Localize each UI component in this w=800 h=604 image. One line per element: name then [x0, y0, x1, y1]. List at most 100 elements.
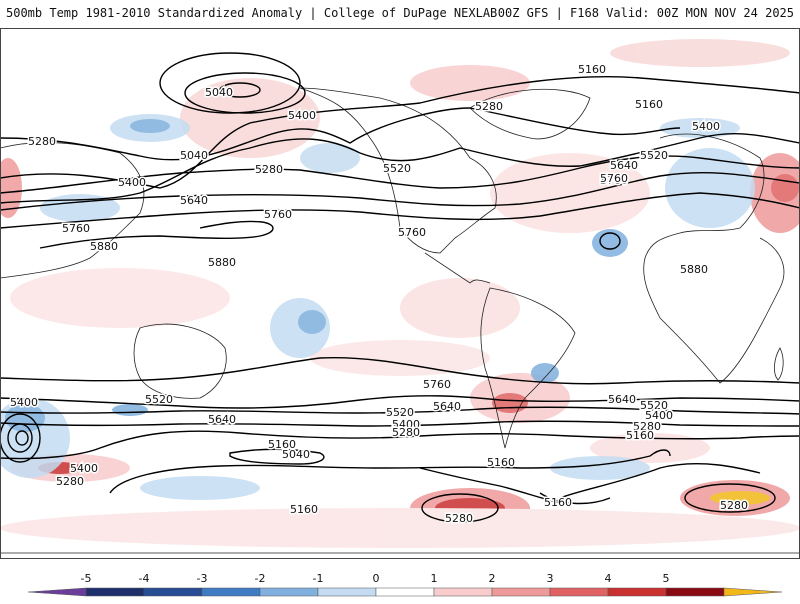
colorbar-swatch: [607, 587, 667, 597]
colorbar-tick-labels: -5 -4 -3 -2 -1 0 1 2 3 4 5: [81, 572, 670, 585]
contour-label: 5640: [433, 400, 461, 413]
contour-label: 5760: [62, 222, 90, 235]
contour-5160-low-pacific: [159, 52, 301, 114]
contour-5160-lower-2: [539, 492, 611, 505]
contour-label: 5160: [626, 429, 654, 442]
contour-label: 5640: [608, 393, 636, 406]
contour-5280-upper: [0, 107, 681, 161]
contour-label: 5400: [10, 396, 38, 409]
colorbar-swatches: [27, 587, 783, 597]
contour-5520-lower: [0, 406, 800, 415]
contour-label: 5400: [118, 176, 146, 189]
contour-5040-small: [219, 82, 261, 98]
contour-5280-lower: [0, 430, 800, 460]
contour-label: 5760: [264, 208, 292, 221]
contour-5520-upper: [0, 155, 800, 194]
contour-label: 5280: [633, 420, 661, 433]
colorbar-swatch: [433, 587, 493, 597]
anomaly-map: 5160 5040 5400 5280 5160 5040 5280 5640 …: [0, 28, 800, 559]
contour-label: 5160: [290, 503, 318, 516]
contour-nadm-low: [599, 232, 621, 250]
contour-south-low-2: [7, 423, 33, 453]
colorbar-tick-label: 0: [373, 572, 380, 585]
colorbar-tick-label: -1: [313, 572, 324, 585]
colorbar-swatch: [549, 587, 609, 597]
colorbar-tick-label: 5: [663, 572, 670, 585]
contour-label: 5160: [268, 438, 296, 451]
contour-5640-lower: [0, 395, 800, 409]
colorbar-swatch: [85, 587, 145, 597]
colorbar-swatch: [27, 587, 87, 597]
contour-label: 5760: [423, 378, 451, 391]
contour-label: 5280: [56, 475, 84, 488]
colorbar-tick-label: 4: [605, 572, 612, 585]
contour-label: 5520: [386, 406, 414, 419]
colorbar-swatch: [317, 587, 377, 597]
contour-label: 5160: [578, 63, 606, 76]
contour-5160-lower: [109, 449, 671, 494]
contour-label: 5280: [392, 426, 420, 439]
contour-label: 5040: [180, 149, 208, 162]
contour-label: 5520: [640, 399, 668, 412]
contour-label: 5280: [475, 100, 503, 113]
contour-label: 5520: [640, 149, 668, 162]
contour-label: 5760: [398, 226, 426, 239]
coastlines: [0, 87, 800, 554]
contour-5640-upper: [0, 172, 800, 211]
contour-label: 5400: [70, 462, 98, 475]
contour-label: 5640: [610, 159, 638, 172]
colorbar-tick-label: -4: [139, 572, 150, 585]
colorbar-tick-label: -2: [255, 572, 266, 585]
contour-south-low-1: [0, 413, 41, 463]
contour-south-low-3: [15, 430, 29, 446]
contour-label: 5520: [145, 393, 173, 406]
colorbar-swatch: [201, 587, 261, 597]
contour-5760-upper: [0, 192, 800, 229]
contour-label: 5160: [487, 456, 515, 469]
contour-label: 5400: [645, 409, 673, 422]
contour-label: 5400: [692, 120, 720, 133]
contour-label: 5880: [90, 240, 118, 253]
contour-5040-lower: [229, 448, 325, 465]
contour-south-high-1: [421, 493, 499, 523]
contour-label: 5160: [635, 98, 663, 111]
colorbar-tick-label: -3: [197, 572, 208, 585]
contour-label: 5040: [282, 448, 310, 461]
colorbar-tick-label: 3: [547, 572, 554, 585]
contour-5400-lower: [0, 420, 800, 427]
contour-5400-upper: [0, 133, 800, 204]
chart-title: 500mb Temp 1981-2010 Standardized Anomal…: [6, 6, 498, 20]
contour-label: 5640: [180, 194, 208, 207]
contour-label: 5280: [28, 135, 56, 148]
colorbar-swatch: [723, 587, 783, 597]
contour-label: 5640: [208, 413, 236, 426]
colorbar-swatch: [375, 587, 435, 597]
height-contours: [0, 52, 800, 523]
color-scale-bar: -5 -4 -3 -2 -1 0 1 2 3 4 5: [0, 562, 800, 600]
contour-5160-upper: [0, 76, 800, 189]
contour-labels: 5160 5040 5400 5280 5160 5040 5280 5640 …: [9, 62, 750, 527]
contour-5760-lower: [0, 356, 800, 385]
contour-5280-south-eastern: [419, 467, 561, 504]
contour-label: 5880: [208, 256, 236, 269]
contour-label: 5280: [720, 499, 748, 512]
contour-label: 5280: [445, 512, 473, 525]
contour-label: 5760: [600, 172, 628, 185]
colorbar-swatch: [259, 587, 319, 597]
contour-5160-lower-trough: [559, 463, 761, 499]
contour-label: 5280: [255, 163, 283, 176]
contour-label: 5760: [600, 174, 628, 187]
contour-label: 5520: [383, 162, 411, 175]
colorbar-tick-label: 1: [431, 572, 438, 585]
colorbar-tick-label: -5: [81, 572, 92, 585]
cold-anomalies: [0, 114, 755, 500]
contour-label: 5040: [205, 86, 233, 99]
contour-label: 5400: [392, 418, 420, 431]
model-run-label: 00Z GFS | F168 Valid: 00Z MON NOV 24 202…: [497, 6, 794, 20]
contour-south-high-2: [684, 483, 776, 513]
contour-label: 5400: [288, 109, 316, 122]
colorbar-swatch: [143, 587, 203, 597]
contour-label: 5160: [544, 496, 572, 509]
colorbar-swatch: [491, 587, 551, 597]
contour-5880-tropic: [39, 220, 274, 249]
